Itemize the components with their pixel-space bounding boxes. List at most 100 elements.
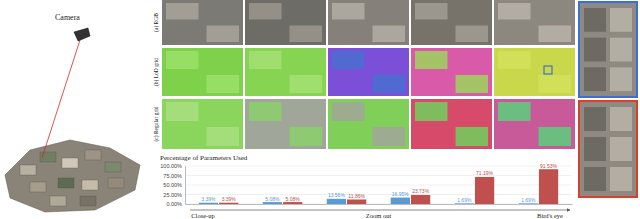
- data-label: 3.39%: [222, 196, 237, 202]
- inset-building: [584, 167, 606, 191]
- image-panel: [494, 48, 575, 96]
- y-tick-label: 0.00%: [166, 201, 182, 207]
- image-patch: [373, 26, 406, 43]
- image-patch: [539, 51, 572, 69]
- image-patch: [290, 3, 323, 20]
- image-panel: [328, 48, 409, 96]
- camera-icon: [74, 28, 90, 41]
- camera-label: Camera: [55, 13, 80, 22]
- grid-line: [185, 204, 572, 205]
- inset-building: [584, 67, 606, 91]
- image-patch: [166, 51, 199, 69]
- y-tick: 25.00%: [163, 192, 185, 198]
- inset-building: [610, 107, 632, 131]
- image-patch: [456, 75, 489, 93]
- image-patch: [207, 26, 240, 43]
- image-panel: [162, 99, 243, 149]
- image-patch: [415, 51, 448, 69]
- image-patch: [456, 26, 489, 43]
- image-patch: [290, 51, 323, 69]
- row-label: (a) RGB: [153, 13, 160, 32]
- image-patch: [456, 51, 489, 69]
- image-patch: [373, 75, 406, 93]
- data-label: 1.69%: [521, 197, 536, 203]
- image-patch: [290, 26, 323, 43]
- inset-building: [610, 137, 632, 161]
- data-label: 5.08%: [286, 196, 301, 202]
- y-tick-label: 50.00%: [163, 182, 182, 188]
- image-patch: [539, 102, 572, 121]
- image-patch: [207, 102, 240, 121]
- data-label: 16.95%: [392, 191, 410, 197]
- image-patch: [415, 127, 448, 146]
- image-patch: [249, 26, 282, 43]
- image-patch: [332, 51, 365, 69]
- image-patch: [456, 127, 489, 146]
- y-tick-label: 75.00%: [163, 173, 182, 179]
- city-block: [30, 182, 46, 192]
- image-patch: [249, 127, 282, 146]
- image-patch: [415, 3, 448, 20]
- inset-building: [584, 107, 606, 131]
- data-labels: 3.39%5.08%13.56%16.95%1.69%1.69%3.39%5.0…: [201, 163, 557, 203]
- image-panel: [162, 48, 243, 96]
- image-patch: [498, 3, 531, 20]
- image-patch: [498, 127, 531, 146]
- inset-building: [584, 137, 606, 161]
- city-model: [5, 140, 140, 212]
- grid: [185, 166, 572, 204]
- row-label: (b) LoD grid: [153, 58, 160, 86]
- image-patch: [498, 51, 531, 69]
- city-block: [82, 180, 98, 190]
- image-patch: [456, 3, 489, 20]
- image-patch: [539, 127, 572, 146]
- city-block: [58, 178, 74, 188]
- image-grid: [162, 0, 575, 149]
- bar: [263, 202, 282, 204]
- annotation: Close-up: [191, 212, 214, 219]
- image-patch: [498, 75, 531, 93]
- y-tick: 50.00%: [163, 182, 185, 188]
- image-patch: [290, 102, 323, 121]
- image-patch: [332, 102, 365, 121]
- inset-building: [610, 67, 632, 91]
- image-patch: [332, 26, 365, 43]
- data-label: 91.53%: [540, 163, 558, 169]
- image-patch: [373, 3, 406, 20]
- bar: [327, 199, 346, 204]
- grid-line: [185, 166, 572, 167]
- y-tick: 100.00%: [160, 163, 185, 169]
- x-axis-line: [186, 204, 573, 205]
- chart-title: Percentage of Parameters Used: [160, 154, 248, 162]
- image-patch: [332, 127, 365, 146]
- grid-line: [185, 194, 572, 195]
- bar: [455, 203, 474, 204]
- image-patch: [373, 51, 406, 69]
- view-ray: [42, 40, 80, 158]
- y-axis-line: [185, 167, 186, 205]
- bar: [411, 195, 430, 204]
- image-panel: [411, 0, 492, 45]
- data-label: 5.08%: [265, 196, 280, 202]
- image-patch: [498, 102, 531, 121]
- grid-line: [185, 185, 572, 186]
- bar: [219, 203, 238, 204]
- bar: [539, 169, 558, 204]
- image-panel: [411, 48, 492, 96]
- image-patch: [539, 3, 572, 20]
- city-block: [85, 150, 101, 160]
- y-tick: 0.00%: [166, 201, 185, 207]
- figure: Camera(a) RGB(b) LoD grid(c) Regular gri…: [0, 0, 640, 219]
- image-patch: [415, 75, 448, 93]
- data-label: 71.19%: [476, 170, 494, 176]
- y-tick: 75.00%: [163, 173, 185, 179]
- image-panel: [245, 99, 326, 149]
- image-patch: [166, 75, 199, 93]
- city-block: [62, 158, 78, 168]
- city-block: [80, 196, 96, 206]
- y-tick-label: 100.00%: [160, 163, 182, 169]
- image-patch: [166, 127, 199, 146]
- image-patch: [332, 3, 365, 20]
- inset-building: [610, 167, 632, 191]
- data-label: 13.56%: [328, 192, 346, 198]
